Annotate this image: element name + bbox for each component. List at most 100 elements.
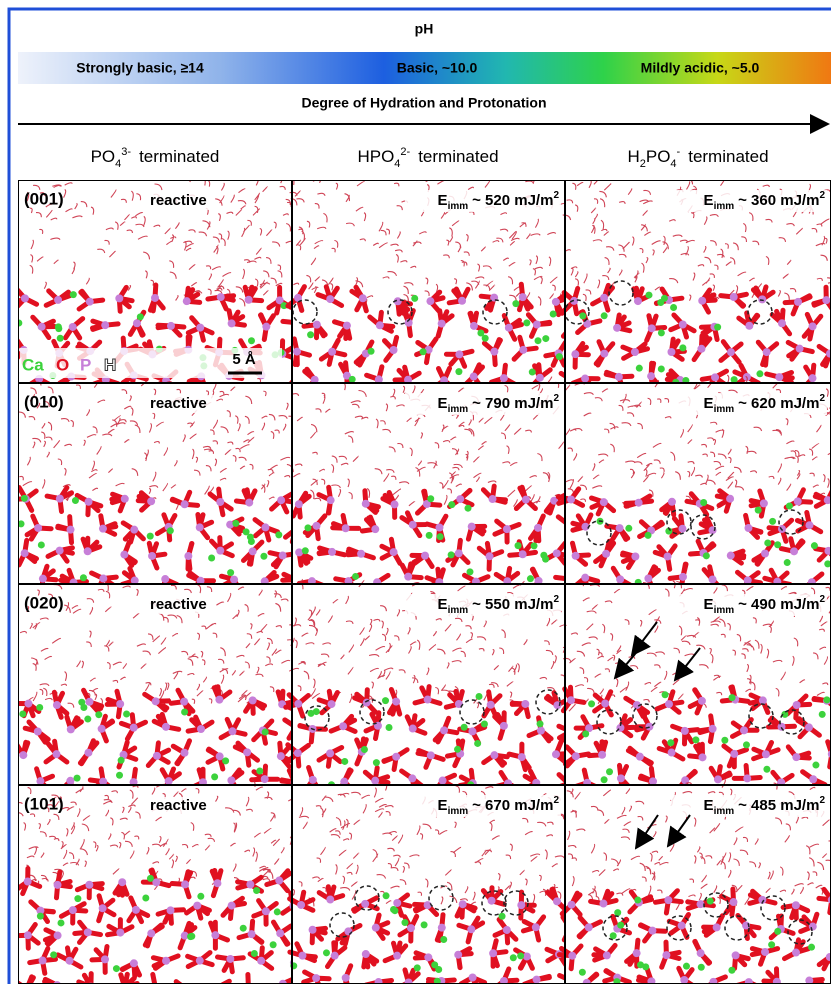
p-atom — [130, 724, 138, 732]
p-atom — [327, 700, 335, 708]
legend-entry: O — [56, 355, 69, 374]
p-atom — [24, 700, 32, 708]
p-atom — [489, 495, 497, 503]
p-atom — [503, 525, 511, 533]
reactive-label: reactive — [150, 395, 207, 412]
ca-atom — [382, 697, 389, 704]
p-atom — [275, 877, 283, 885]
ca-atom — [247, 534, 254, 541]
p-atom — [312, 974, 320, 982]
p-atom — [165, 777, 173, 785]
p-atom — [162, 723, 170, 731]
p-atom — [133, 319, 141, 327]
p-atom — [211, 931, 219, 939]
p-atom — [196, 523, 204, 531]
p-atom — [390, 548, 398, 556]
ca-atom — [769, 518, 776, 525]
p-atom — [69, 906, 77, 914]
p-atom — [393, 952, 401, 960]
p-atom — [794, 497, 802, 505]
p-atom — [228, 727, 236, 735]
legend-entry: Ca — [22, 355, 44, 374]
p-atom — [760, 499, 768, 507]
p-atom — [230, 576, 238, 584]
p-atom — [532, 923, 540, 931]
p-atom — [792, 753, 800, 761]
p-atom — [99, 575, 107, 583]
ca-atom — [529, 369, 536, 376]
p-atom — [424, 901, 432, 909]
p-atom — [147, 929, 155, 937]
formula-part: 4 — [115, 158, 121, 170]
p-atom — [468, 523, 476, 531]
p-atom — [427, 751, 435, 759]
ca-atom — [636, 365, 643, 372]
ca-atom — [645, 292, 652, 299]
p-atom — [613, 324, 621, 332]
formula-part: 4 — [394, 158, 400, 170]
p-atom — [697, 949, 705, 957]
p-atom — [572, 552, 580, 560]
reactive-label: reactive — [150, 596, 207, 613]
p-atom — [361, 900, 369, 908]
p-atom — [489, 949, 497, 957]
ca-atom — [700, 499, 707, 506]
ca-atom — [625, 525, 632, 532]
p-atom — [552, 750, 560, 758]
p-atom — [161, 575, 169, 583]
p-atom — [167, 906, 175, 914]
ca-atom — [361, 746, 368, 753]
ca-atom — [811, 542, 818, 549]
p-atom — [261, 523, 269, 531]
p-atom — [459, 900, 467, 908]
p-atom — [648, 927, 656, 935]
energy-value: ~ 670 mJ/m — [472, 797, 553, 814]
p-atom — [19, 751, 27, 759]
p-atom — [598, 751, 606, 759]
p-atom — [664, 552, 672, 560]
ca-atom — [240, 925, 247, 932]
p-atom — [328, 348, 336, 356]
p-atom — [371, 777, 379, 785]
p-atom — [698, 753, 706, 761]
p-atom — [732, 951, 740, 959]
p-atom — [372, 924, 380, 932]
p-atom — [729, 898, 737, 906]
ca-atom — [454, 746, 461, 753]
ca-atom — [634, 897, 641, 904]
p-atom — [148, 552, 156, 560]
p-atom — [730, 293, 738, 301]
ca-atom — [477, 330, 484, 337]
ca-atom — [307, 331, 314, 338]
p-atom — [534, 524, 542, 532]
p-atom — [391, 500, 399, 508]
p-atom — [500, 374, 508, 382]
reactive-label: reactive — [150, 192, 207, 209]
ca-atom — [38, 541, 45, 548]
ca-atom — [414, 964, 421, 971]
ca-atom — [579, 312, 586, 319]
p-atom — [56, 495, 64, 503]
ca-atom — [774, 928, 781, 935]
p-atom — [775, 373, 783, 381]
ca-atom — [542, 335, 549, 342]
ca-atom — [499, 913, 506, 920]
p-atom — [424, 696, 432, 704]
p-atom — [664, 896, 672, 904]
p-atom — [805, 521, 813, 529]
p-atom — [809, 374, 817, 382]
ca-atom — [763, 766, 770, 773]
facet-label: (010) — [24, 392, 64, 411]
p-atom — [469, 973, 477, 981]
p-atom — [533, 321, 541, 329]
ca-atom — [80, 574, 87, 581]
p-atom — [376, 321, 384, 329]
p-atom — [294, 700, 302, 708]
p-atom — [392, 753, 400, 761]
legend-entry: H — [104, 355, 116, 374]
p-atom — [262, 323, 270, 331]
p-atom — [99, 525, 107, 533]
p-atom — [634, 297, 642, 305]
p-atom — [130, 959, 138, 967]
p-atom — [99, 904, 107, 912]
